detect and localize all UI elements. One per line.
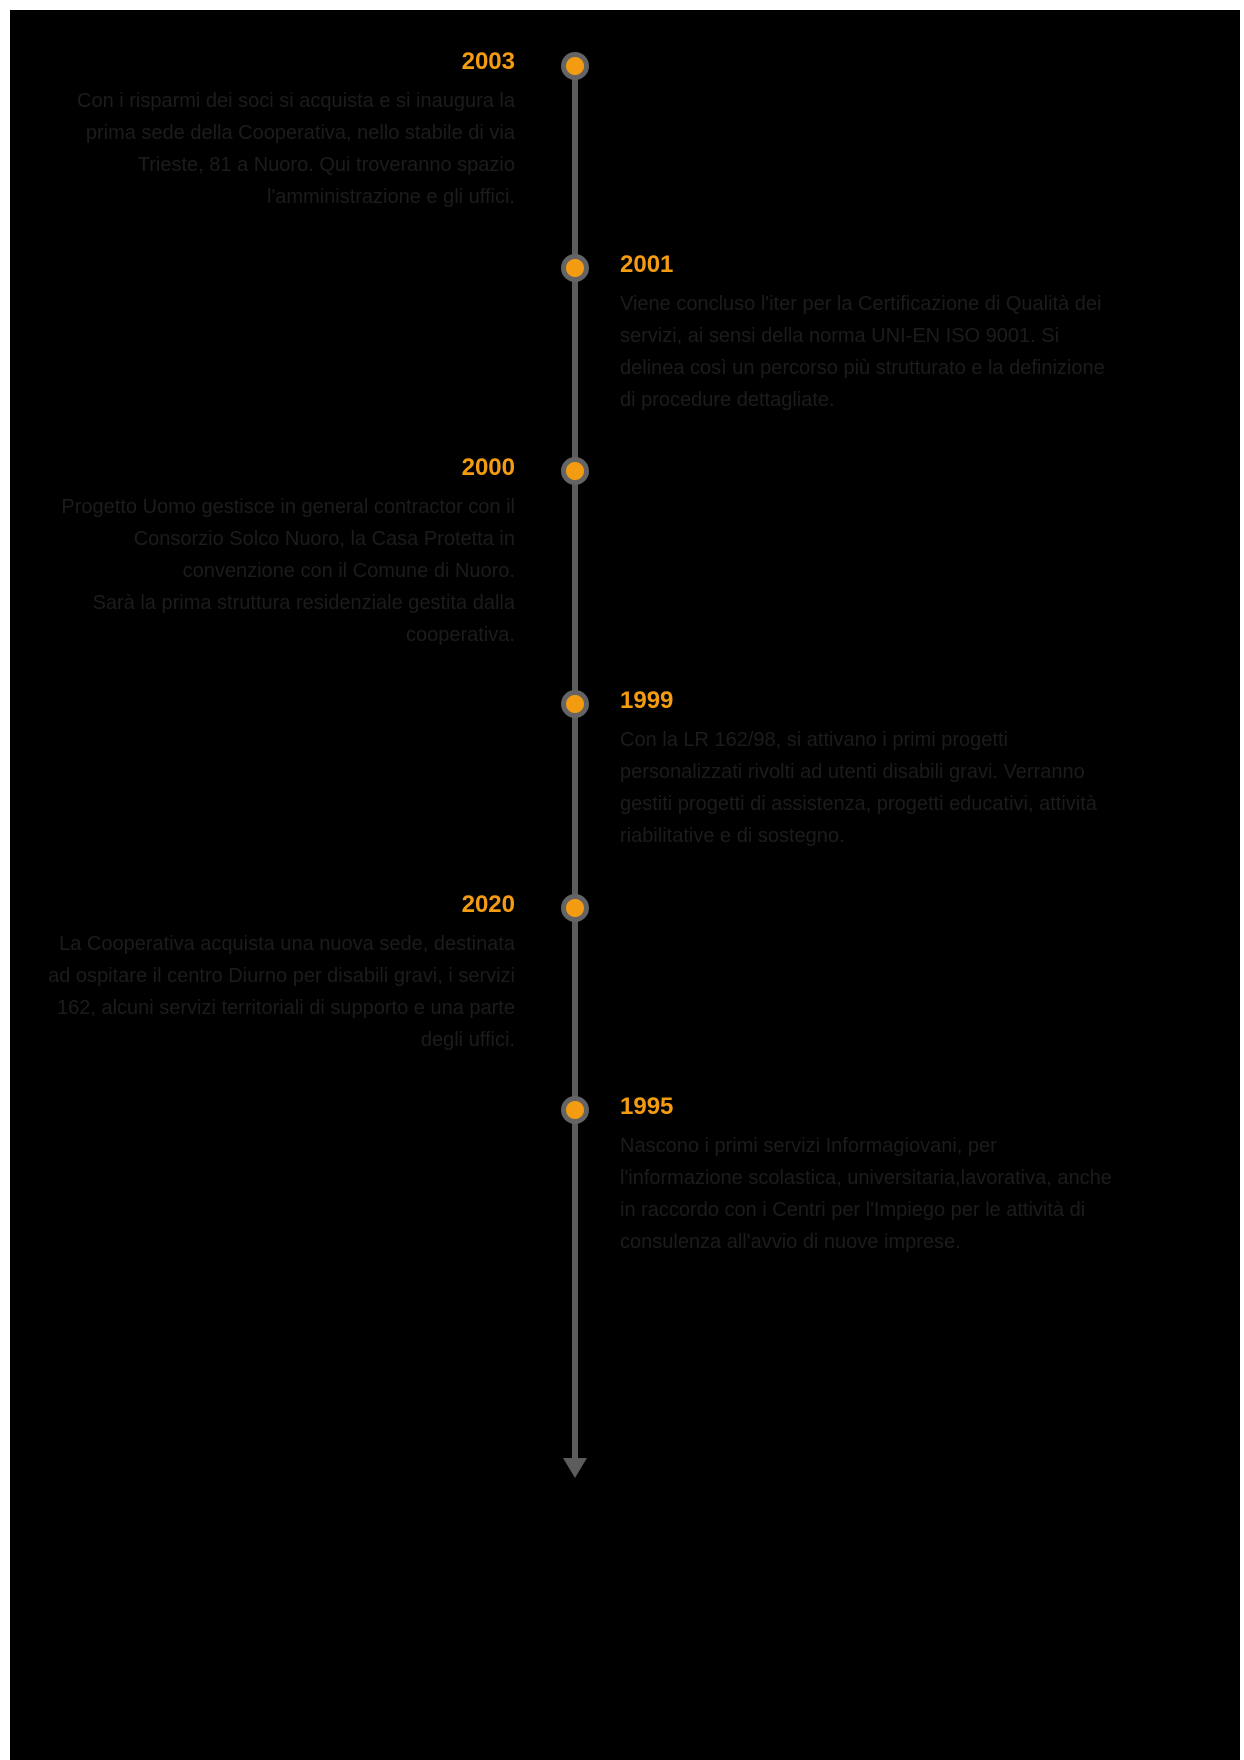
event-year: 2000 bbox=[461, 454, 515, 481]
timeline-dot-icon bbox=[561, 457, 589, 485]
event-year: 1999 bbox=[620, 687, 674, 714]
timeline-event: 1995 Nascono i primi servizi Informagiov… bbox=[620, 1092, 1120, 1258]
timeline-section: 2003 Con i risparmi dei soci si acquista… bbox=[10, 10, 1240, 1760]
timeline-event: 2000 Progetto Uomo gestisce in general c… bbox=[35, 453, 515, 651]
timeline-event: 1999 Con la LR 162/98, si attivano i pri… bbox=[620, 686, 1120, 852]
event-year: 2020 bbox=[461, 891, 515, 918]
timeline-event: 2001 Viene concluso l'iter per la Certif… bbox=[620, 250, 1120, 416]
event-year: 2001 bbox=[620, 251, 674, 278]
event-description: Progetto Uomo gestisce in general contra… bbox=[61, 496, 515, 646]
event-year: 1995 bbox=[620, 1093, 674, 1120]
event-description: Con la LR 162/98, si attivano i primi pr… bbox=[620, 729, 1097, 847]
timeline-dot-icon bbox=[561, 254, 589, 282]
timeline-dot-icon bbox=[561, 1096, 589, 1124]
timeline-axis bbox=[572, 58, 578, 1461]
timeline-dot-icon bbox=[561, 690, 589, 718]
event-description: Viene concluso l'iter per la Certificazi… bbox=[620, 293, 1105, 411]
event-year: 2003 bbox=[461, 48, 515, 75]
timeline-event: 2003 Con i risparmi dei soci si acquista… bbox=[35, 47, 515, 213]
event-description: Con i risparmi dei soci si acquista e si… bbox=[77, 90, 515, 208]
arrow-down-icon bbox=[563, 1458, 587, 1478]
timeline-event: 2020 La Cooperativa acquista una nuova s… bbox=[35, 890, 515, 1056]
event-description: Nascono i primi servizi Informagiovani, … bbox=[620, 1135, 1112, 1253]
timeline-dot-icon bbox=[561, 894, 589, 922]
event-description: La Cooperativa acquista una nuova sede, … bbox=[48, 933, 515, 1051]
timeline-dot-icon bbox=[561, 52, 589, 80]
